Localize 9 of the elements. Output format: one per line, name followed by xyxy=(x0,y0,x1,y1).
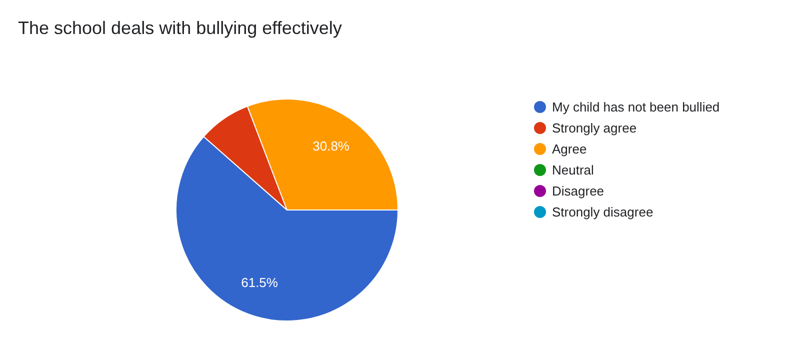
data-label: 30.8% xyxy=(312,138,350,154)
legend-label: Strongly disagree xyxy=(552,204,654,220)
legend-label: Strongly agree xyxy=(552,120,637,136)
legend-label: My child has not been bullied xyxy=(552,100,720,115)
chart-title: The school deals with bullying effectively xyxy=(18,18,342,38)
legend-label: Agree xyxy=(552,142,587,157)
legend-label: Neutral xyxy=(552,162,594,178)
data-label: 61.5% xyxy=(241,275,278,290)
legend-label: Disagree xyxy=(552,184,604,199)
